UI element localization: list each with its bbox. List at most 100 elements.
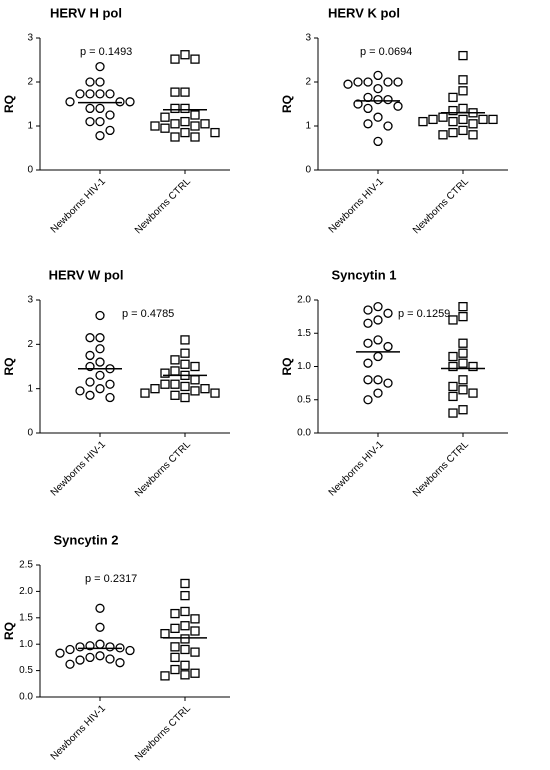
data-point — [373, 335, 383, 345]
y-tick-label: 1.0 — [19, 639, 33, 650]
data-point — [190, 54, 200, 64]
category-label: Newborns HIV-1 — [49, 703, 109, 763]
data-point — [448, 116, 458, 127]
data-point — [458, 75, 468, 85]
data-point — [65, 659, 75, 669]
data-point — [458, 86, 468, 96]
category-label: Newborns CTRL — [411, 439, 471, 499]
data-point — [180, 634, 190, 644]
data-point — [458, 301, 468, 312]
data-point — [95, 622, 105, 632]
data-point — [95, 116, 105, 127]
data-point — [373, 94, 383, 105]
data-point — [458, 385, 468, 395]
data-point — [458, 103, 468, 114]
data-point — [140, 388, 150, 398]
data-point — [180, 670, 190, 680]
data-point — [448, 92, 458, 103]
data-point — [468, 119, 478, 129]
data-point — [95, 89, 105, 99]
data-point — [115, 97, 125, 107]
data-point — [190, 647, 200, 657]
data-point — [190, 386, 200, 396]
data-point — [190, 614, 200, 624]
data-point — [383, 308, 393, 318]
data-point — [95, 639, 105, 649]
data-point — [448, 408, 458, 418]
data-point — [393, 77, 403, 87]
data-point — [438, 112, 448, 122]
data-point — [105, 392, 115, 403]
data-point — [363, 77, 373, 87]
data-point — [85, 103, 95, 114]
data-point — [85, 333, 95, 343]
data-point — [125, 645, 135, 656]
data-point — [383, 121, 393, 131]
data-point — [170, 119, 180, 129]
category-label: Newborns CTRL — [411, 176, 471, 236]
data-point — [180, 50, 190, 60]
data-point — [448, 315, 458, 325]
category-label: Newborns CTRL — [133, 703, 193, 763]
data-point — [85, 390, 95, 400]
data-point — [180, 116, 190, 127]
data-point — [343, 79, 353, 89]
data-point — [170, 608, 180, 619]
p-value: p = 0.2317 — [85, 573, 137, 585]
y-axis-label: RQ — [2, 358, 16, 376]
data-point — [180, 621, 190, 631]
data-point — [160, 379, 170, 389]
data-point — [180, 660, 190, 670]
data-point — [180, 381, 190, 392]
data-point — [105, 89, 115, 99]
y-tick-label: 3 — [27, 295, 33, 306]
data-point — [448, 361, 458, 372]
data-point — [95, 103, 105, 114]
data-point — [170, 103, 180, 114]
data-point — [95, 310, 105, 321]
data-point — [180, 392, 190, 403]
data-point — [363, 318, 373, 328]
data-point — [373, 375, 383, 385]
data-point — [190, 132, 200, 142]
y-axis-label: RQ — [280, 95, 294, 113]
data-point — [373, 83, 383, 94]
data-point — [353, 77, 363, 87]
data-point — [210, 127, 220, 138]
data-point — [180, 606, 190, 617]
data-point — [85, 89, 95, 99]
data-point — [468, 130, 478, 140]
data-point — [95, 77, 105, 87]
chart-title: Syncytin 1 — [331, 267, 396, 282]
data-point — [458, 358, 468, 368]
p-value: p = 0.1259 — [398, 308, 450, 320]
data-point — [458, 125, 468, 136]
data-point — [95, 370, 105, 381]
data-point — [373, 351, 383, 362]
data-point — [180, 87, 190, 97]
data-point — [458, 114, 468, 125]
data-point — [170, 87, 180, 97]
data-point — [170, 664, 180, 675]
data-point — [65, 644, 75, 655]
data-point — [448, 381, 458, 392]
data-point — [170, 390, 180, 400]
data-point — [95, 61, 105, 72]
data-point — [160, 112, 170, 122]
data-point — [170, 355, 180, 365]
y-axis-label: RQ — [2, 622, 16, 640]
data-point — [383, 94, 393, 105]
y-tick-label: 1.5 — [297, 328, 311, 339]
y-tick-label: 0 — [27, 428, 33, 439]
y-axis-label: RQ — [280, 358, 294, 376]
data-point — [95, 357, 105, 367]
y-tick-label: 1.0 — [297, 361, 311, 372]
data-point — [438, 130, 448, 140]
data-point — [448, 351, 458, 362]
chart-title: HERV H pol — [50, 5, 122, 20]
data-point — [468, 388, 478, 398]
data-point — [190, 361, 200, 372]
data-point — [150, 121, 160, 131]
p-value: p = 0.1493 — [80, 46, 132, 58]
